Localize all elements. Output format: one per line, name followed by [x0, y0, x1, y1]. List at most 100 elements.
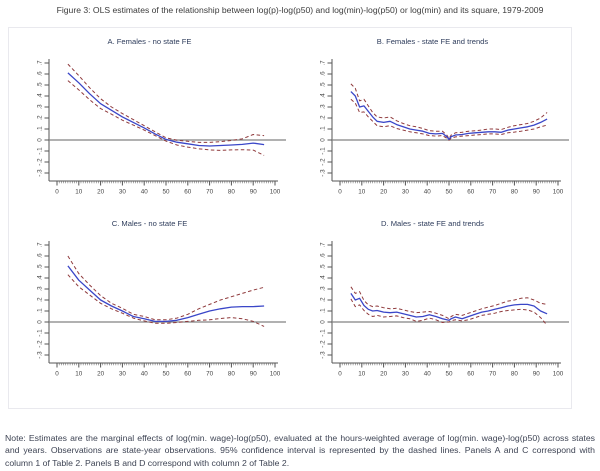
- y-tick-label: .3: [320, 286, 327, 292]
- y-tick-label: -.3: [37, 351, 44, 359]
- x-tick-label: 50: [162, 371, 170, 378]
- y-tick-label: .7: [37, 242, 44, 248]
- y-tick-label: .6: [320, 71, 327, 77]
- y-tick-label: .2: [37, 297, 44, 303]
- y-tick-label: -.2: [320, 340, 327, 348]
- x-tick-label: 0: [338, 371, 342, 378]
- ci-lower-line: [350, 98, 548, 141]
- x-tick-label: 50: [445, 371, 453, 378]
- x-tick-label: 10: [75, 189, 83, 196]
- x-tick-label: 40: [141, 189, 149, 196]
- estimate-line: [67, 72, 265, 147]
- x-tick-label: 30: [119, 189, 127, 196]
- figure-frame: A. Females - no state FE .7 .6 .5 .4 .3 .2 .1 0…: [8, 27, 572, 409]
- ci-lower-line: [67, 80, 265, 156]
- y-tick-label: .7: [37, 60, 44, 66]
- x-tick-label: 20: [97, 371, 105, 378]
- y-tick-label: .1: [320, 126, 327, 132]
- x-tick-label: 70: [489, 189, 497, 196]
- y-tick-label: .5: [320, 264, 327, 270]
- ci-upper-line: [67, 255, 265, 321]
- x-tick-label: 60: [467, 371, 475, 378]
- panel-c: C. Males - no state FE .7 .6 .5 .4 .3 .2 .1 0 -.…: [11, 216, 288, 402]
- y-tick-label: .7: [320, 242, 327, 248]
- x-tick-label: 70: [206, 371, 214, 378]
- y-tick-label: .3: [320, 104, 327, 110]
- ci-lower-line: [350, 298, 548, 326]
- x-tick-label: 50: [445, 189, 453, 196]
- x-tick-label: 30: [402, 371, 410, 378]
- x-tick-label: 40: [424, 189, 432, 196]
- y-tick-label: .1: [37, 126, 44, 132]
- y-tick-label: 0: [320, 320, 327, 324]
- x-tick-label: 90: [250, 189, 258, 196]
- y-tick-label: .6: [320, 253, 327, 259]
- panel-c-title: C. Males - no state FE: [111, 219, 188, 228]
- y-tick-label: .4: [37, 275, 44, 281]
- x-tick-label: 30: [119, 371, 127, 378]
- y-tick-label: .5: [37, 264, 44, 270]
- y-tick-label: -.1: [37, 329, 44, 337]
- y-tick-label: .6: [37, 71, 44, 77]
- y-tick-label: .3: [37, 104, 44, 110]
- y-tick-label: .4: [320, 93, 327, 99]
- y-tick-label: .4: [320, 275, 327, 281]
- panel-d-title: D. Males - state FE and trends: [381, 219, 484, 228]
- x-tick-label: 80: [228, 371, 236, 378]
- estimate-line: [350, 293, 548, 321]
- x-tick-label: 100: [270, 189, 281, 196]
- panel-b-title: B. Females - state FE and trends: [376, 37, 489, 46]
- ci-upper-line: [350, 83, 548, 140]
- x-tick-label: 0: [338, 189, 342, 196]
- panel-c-plot: .7 .6 .5 .4 .3 .2 .1 0 -.1 -.2 -.3 0 10 20 30 40 50 60 70 8…: [37, 241, 286, 378]
- x-tick-label: 90: [533, 371, 541, 378]
- x-tick-label: 60: [467, 189, 475, 196]
- x-tick-label: 20: [380, 371, 388, 378]
- x-tick-label: 80: [511, 371, 519, 378]
- x-tick-label: 80: [511, 189, 519, 196]
- y-tick-label: .5: [320, 82, 327, 88]
- panel-a-plot: .7 .6 .5 .4 .3 .2 .1 0 -.1 -.2 -.3 0 10 20 30 40 50 60 70 8…: [37, 59, 286, 196]
- x-tick-label: 60: [184, 371, 192, 378]
- y-tick-label: -.1: [320, 147, 327, 155]
- x-tick-label: 100: [270, 371, 281, 378]
- y-tick-label: -.2: [37, 158, 44, 166]
- y-tick-label: -.2: [37, 340, 44, 348]
- y-tick-label: -.1: [37, 147, 44, 155]
- ci-upper-line: [350, 286, 548, 320]
- x-tick-label: 100: [553, 371, 564, 378]
- panel-a: A. Females - no state FE .7 .6 .5 .4 .3 .2 .1 0…: [11, 34, 288, 220]
- estimate-line: [67, 265, 265, 323]
- x-tick-label: 0: [55, 371, 59, 378]
- x-tick-label: 10: [358, 371, 366, 378]
- x-tick-label: 40: [141, 371, 149, 378]
- panel-b-plot: .7 .6 .5 .4 .3 .2 .1 0 -.1 -.2 -.3 0 10 20 30 40 50 60 70 8…: [320, 59, 569, 196]
- x-tick-label: 100: [553, 189, 564, 196]
- y-tick-label: .7: [320, 60, 327, 66]
- y-tick-label: .1: [37, 308, 44, 314]
- x-tick-label: 20: [380, 189, 388, 196]
- y-tick-label: -.3: [37, 169, 44, 177]
- y-tick-label: 0: [37, 320, 44, 324]
- y-tick-label: -.3: [320, 351, 327, 359]
- x-tick-label: 70: [206, 189, 214, 196]
- ci-lower-line: [67, 274, 265, 327]
- x-tick-label: 80: [228, 189, 236, 196]
- panel-d-plot: .7 .6 .5 .4 .3 .2 .1 0 -.1 -.2 -.3 0 10 20 30 40 50 60 70 8…: [320, 241, 569, 378]
- x-tick-label: 10: [358, 189, 366, 196]
- y-tick-label: .5: [37, 82, 44, 88]
- y-tick-label: .2: [37, 115, 44, 121]
- y-tick-label: -.2: [320, 158, 327, 166]
- ci-upper-line: [67, 63, 265, 143]
- y-tick-label: .2: [320, 115, 327, 121]
- x-tick-label: 60: [184, 189, 192, 196]
- y-tick-label: 0: [320, 138, 327, 142]
- y-tick-label: .6: [37, 253, 44, 259]
- figure-title: Figure 3: OLS estimates of the relations…: [56, 5, 544, 15]
- y-tick-label: 0: [37, 138, 44, 142]
- panel-d: D. Males - state FE and trends .7 .6 .5 .4.…: [294, 216, 571, 402]
- x-tick-label: 40: [424, 371, 432, 378]
- x-tick-label: 10: [75, 371, 83, 378]
- figure-note: Note: Estimates are the marginal effects…: [5, 433, 595, 468]
- x-tick-label: 30: [402, 189, 410, 196]
